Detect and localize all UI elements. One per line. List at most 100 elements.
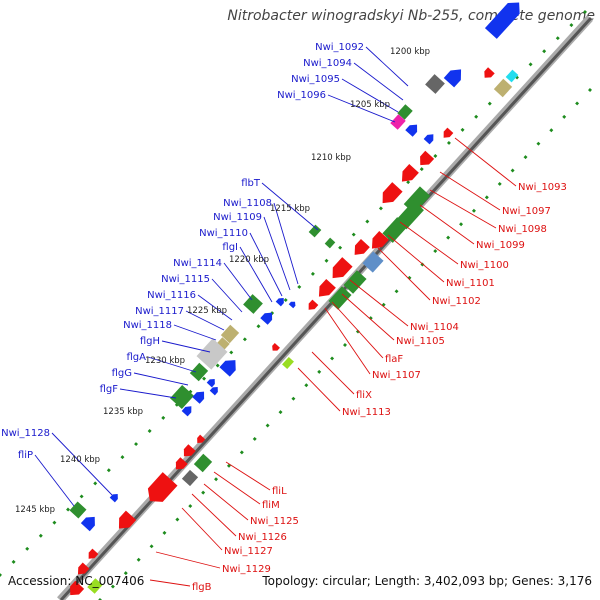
gene-label-reverse: Nwi_1098 [498, 224, 547, 235]
gene-feature-red [118, 510, 137, 529]
gene-feature-gray [181, 469, 199, 487]
tick-dot [549, 128, 554, 133]
leader-line [353, 62, 404, 101]
gene-label-forward: fliP [18, 450, 33, 461]
gene-feature-blue [206, 379, 215, 388]
leader-line [454, 137, 517, 187]
gene-feature-green [343, 270, 367, 294]
gene-feature-blue [288, 301, 296, 309]
leader-line [51, 432, 113, 496]
gene-feature-red [88, 548, 99, 559]
gene-feature-red [354, 239, 370, 255]
gene-label-forward: Nwi_1128 [1, 428, 50, 439]
tick-dot [459, 222, 464, 227]
gene-feature-red [147, 472, 178, 502]
leader-line [327, 94, 396, 123]
genome-summary: Topology: circular; Length: 3,402,093 bp… [262, 574, 592, 588]
tick-dot [304, 383, 309, 388]
tick-dot [162, 530, 167, 535]
gene-feature-red [183, 444, 196, 457]
gene-feature-blue [192, 391, 205, 404]
tick-dot [330, 356, 335, 361]
gene-feature-green [396, 200, 424, 230]
kbp-label: 1215 kbp [270, 204, 310, 214]
gene-feature-green [170, 384, 194, 410]
tick-dot [497, 181, 502, 186]
tick-dot [38, 533, 43, 538]
gene-label-reverse: Nwi_1113 [342, 407, 391, 418]
leader-line [429, 189, 497, 229]
tick-dot [242, 337, 247, 342]
tick-dot [123, 571, 128, 576]
tick-dot [310, 271, 315, 276]
leader-line [387, 234, 445, 283]
leader-line [419, 204, 475, 245]
leader-line [331, 301, 384, 359]
gene-feature-blue [219, 360, 236, 377]
tick-dot [523, 155, 528, 160]
gene-feature-blue [181, 406, 192, 417]
gene-feature-lime [87, 578, 103, 594]
gene-label-reverse: Nwi_1099 [476, 240, 525, 251]
tick-dot [25, 546, 30, 551]
gene-feature-green [193, 453, 213, 473]
gene-label-forward: Nwi_1110 [199, 228, 248, 239]
gene-feature-green [382, 217, 408, 243]
gene-label-reverse: Nwi_1126 [238, 532, 287, 543]
gene-feature-magenta [390, 114, 406, 130]
gene-label-forward: Nwi_1092 [315, 42, 364, 53]
leader-line [261, 182, 319, 231]
leader-line [263, 216, 291, 291]
gene-labels: Nwi_1092 Nwi_1094 Nwi_1095 Nwi_1096 flbT Nwi_… [1, 42, 567, 593]
tick-dot [588, 88, 592, 92]
tick-dot [487, 101, 492, 106]
gene-label-forward: Nwi_1096 [277, 90, 326, 101]
leader-line [197, 294, 233, 321]
gene-feature-blue [443, 69, 462, 88]
gene-label-reverse: Nwi_1100 [460, 260, 509, 271]
leader-line [399, 221, 459, 265]
tick-dot [66, 507, 71, 512]
gene-label-reverse: flgB [192, 582, 212, 593]
leader-line [311, 351, 355, 395]
gene-label-reverse: Nwi_1102 [432, 296, 481, 307]
leader-line [161, 340, 211, 353]
tick-dot [256, 324, 261, 329]
leader-line [185, 310, 225, 331]
gene-label-reverse: Nwi_1105 [396, 336, 445, 347]
tick-dot [161, 415, 166, 420]
leader-line [225, 461, 271, 491]
tick-dot [569, 23, 574, 28]
tick-dot [291, 396, 296, 401]
tick-dot [265, 423, 270, 428]
tick-dot [278, 410, 283, 415]
kbp-label: 1225 kbp [187, 306, 227, 316]
tick-dot [433, 249, 438, 254]
leader-line [203, 483, 249, 521]
gene-feature-green [397, 104, 413, 120]
leader-line [147, 356, 197, 373]
gene-feature-olive [493, 78, 513, 98]
tick-dot [419, 167, 424, 172]
gene-label-reverse: fliM [262, 500, 280, 511]
tick-dot [365, 219, 370, 224]
leader-line [365, 46, 409, 87]
gene-feature-red [382, 182, 403, 204]
tick-dot [351, 232, 356, 237]
gene-feature-red [77, 562, 90, 575]
tick-dot [147, 428, 152, 433]
tick-dot [52, 520, 57, 525]
outer-right-ticks [98, 88, 592, 600]
kbp-label: 1230 kbp [145, 356, 185, 366]
leader-line [223, 262, 253, 301]
tick-dot [446, 140, 451, 145]
leader-line [341, 78, 399, 113]
tick-dot [460, 127, 465, 132]
gene-feature-red [420, 150, 435, 166]
gene-label-reverse: Nwi_1127 [224, 546, 273, 557]
gene-label-reverse: fliX [356, 390, 372, 401]
leader-line [181, 507, 223, 551]
gene-feature-red [332, 257, 353, 279]
tick-dot [536, 141, 541, 146]
